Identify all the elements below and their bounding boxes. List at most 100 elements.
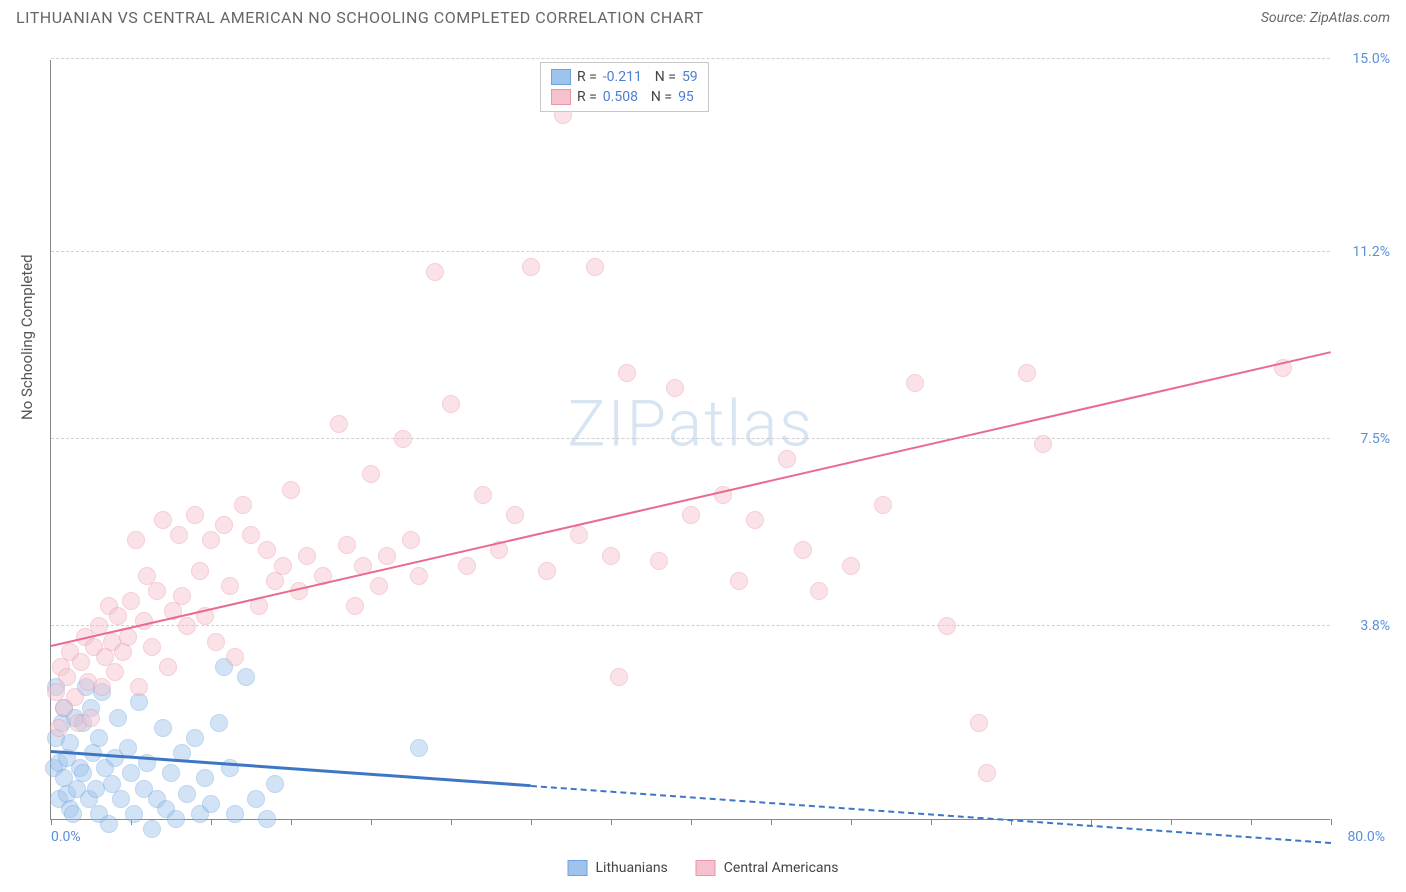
data-point (186, 729, 204, 747)
data-point (210, 714, 228, 732)
legend-r-label: R = (577, 89, 597, 105)
y-tick-label: 7.5% (1335, 431, 1390, 447)
data-point (506, 506, 524, 524)
data-point (522, 258, 540, 276)
trend-line (531, 785, 1331, 844)
data-point (109, 607, 127, 625)
x-tick (531, 819, 532, 825)
legend-r-value: 0.508 (603, 89, 638, 105)
data-point (50, 719, 68, 737)
legend-item: Central Americans (696, 860, 839, 876)
data-point (610, 668, 628, 686)
data-point (282, 481, 300, 499)
data-point (234, 496, 252, 514)
x-tick (851, 819, 852, 825)
correlation-legend: R = -0.211 N = 59R = 0.508 N = 95 (540, 62, 709, 112)
data-point (378, 547, 396, 565)
data-point (237, 668, 255, 686)
watermark: ZIPatlas (567, 387, 813, 462)
data-point (170, 526, 188, 544)
data-point (148, 582, 166, 600)
data-point (650, 552, 668, 570)
data-point (362, 465, 380, 483)
data-point (186, 506, 204, 524)
x-tick (931, 819, 932, 825)
data-point (106, 663, 124, 681)
data-point (402, 531, 420, 549)
legend-row: R = -0.211 N = 59 (551, 67, 698, 87)
chart-title: LITHUANIAN VS CENTRAL AMERICAN NO SCHOOL… (16, 8, 704, 27)
legend-swatch (696, 860, 716, 876)
data-point (143, 820, 161, 838)
data-point (842, 557, 860, 575)
y-tick-label: 11.2% (1335, 244, 1390, 260)
data-point (730, 572, 748, 590)
data-point (58, 668, 76, 686)
data-point (207, 633, 225, 651)
data-point (64, 805, 82, 823)
data-point (410, 567, 428, 585)
series-legend: LithuaniansCentral Americans (568, 860, 839, 876)
data-point (618, 364, 636, 382)
data-point (130, 678, 148, 696)
data-point (970, 714, 988, 732)
data-point (330, 415, 348, 433)
data-point (226, 805, 244, 823)
legend-row: R = 0.508 N = 95 (551, 87, 698, 107)
data-point (114, 643, 132, 661)
x-tick (771, 819, 772, 825)
data-point (474, 486, 492, 504)
data-point (191, 562, 209, 580)
data-point (442, 395, 460, 413)
data-point (143, 638, 161, 656)
data-point (167, 810, 185, 828)
data-point (810, 582, 828, 600)
data-point (778, 450, 796, 468)
legend-swatch (551, 69, 571, 85)
legend-n-value: 95 (678, 89, 694, 105)
data-point (242, 526, 260, 544)
data-point (215, 516, 233, 534)
data-point (258, 541, 276, 559)
x-tick (371, 819, 372, 825)
legend-swatch (551, 89, 571, 105)
data-point (74, 764, 92, 782)
data-point (90, 729, 108, 747)
x-tick (691, 819, 692, 825)
x-min-label: 0.0% (51, 829, 81, 845)
x-max-label: 80.0% (1347, 829, 1385, 845)
data-point (938, 617, 956, 635)
data-point (426, 263, 444, 281)
data-point (410, 739, 428, 757)
data-point (178, 617, 196, 635)
data-point (61, 734, 79, 752)
x-tick (211, 819, 212, 825)
data-point (538, 562, 556, 580)
legend-n-label: N = (648, 69, 676, 85)
data-point (586, 258, 604, 276)
data-point (125, 805, 143, 823)
data-point (109, 709, 127, 727)
legend-n-label: N = (644, 89, 672, 105)
x-tick (451, 819, 452, 825)
data-point (93, 678, 111, 696)
gridline (51, 251, 1330, 252)
data-point (162, 764, 180, 782)
data-point (602, 547, 620, 565)
data-point (202, 531, 220, 549)
data-point (570, 526, 588, 544)
data-point (154, 511, 172, 529)
data-point (666, 379, 684, 397)
data-point (682, 506, 700, 524)
data-point (122, 764, 140, 782)
data-point (794, 541, 812, 559)
data-point (202, 795, 220, 813)
data-point (978, 764, 996, 782)
x-tick (291, 819, 292, 825)
data-point (346, 597, 364, 615)
scatter-chart: ZIPatlas 3.8%7.5%11.2%15.0%0.0%80.0% (50, 60, 1330, 820)
data-point (458, 557, 476, 575)
data-point (221, 577, 239, 595)
data-point (338, 536, 356, 554)
data-point (1018, 364, 1036, 382)
